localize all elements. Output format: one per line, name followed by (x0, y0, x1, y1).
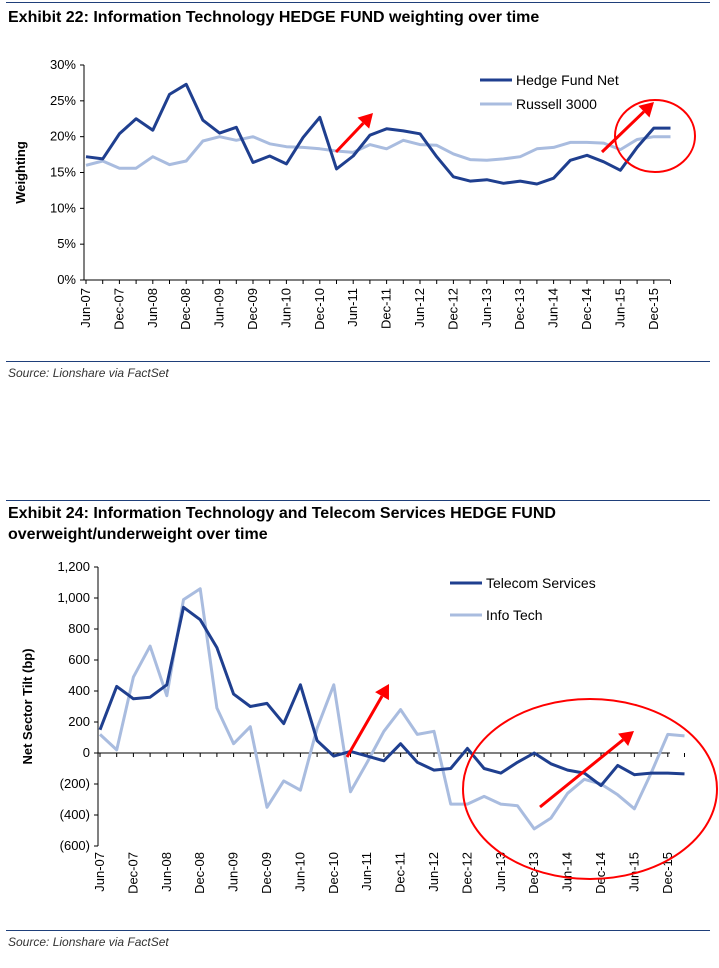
x-tick-label: Dec-13 (526, 852, 541, 894)
annotation-arrow (345, 695, 384, 758)
x-tick-label: Jun-09 (226, 852, 241, 892)
series-line-russell-3000 (85, 135, 671, 170)
x-tick-label: Dec-11 (393, 852, 408, 893)
series-line-info-tech (98, 587, 685, 831)
weighting-chart: 0% 5% 10% 15% 20% 25% 30% Jun-07 Dec-07 Jun-08 Dec… (13, 57, 696, 330)
y-tick-label: 20% (50, 129, 76, 144)
x-tick-label: Jun-09 (212, 288, 227, 328)
x-tick-label: Dec-10 (312, 288, 327, 330)
y-axis-title: Net Sector Tilt (bp) (20, 648, 35, 764)
y-tick-label: 5% (57, 236, 76, 251)
x-tick-label: Dec-08 (178, 288, 193, 330)
y-tick-label: (400) (60, 807, 90, 822)
x-tick-label: Jun-15 (626, 852, 641, 892)
x-tick-label: Dec-07 (125, 852, 140, 894)
y-tick-label: 25% (50, 93, 76, 108)
exhibit-24-title-line2: overweight/underweight over time (8, 526, 268, 543)
y-tick-label: 10% (50, 200, 76, 215)
source-rule (6, 930, 710, 931)
x-tick-label: Dec-09 (259, 852, 274, 894)
y-tick-label: 15% (50, 165, 76, 180)
x-tick-label: Jun-15 (612, 288, 627, 328)
series-line-telecom-services (98, 605, 685, 788)
legend-label: Russell 3000 (516, 96, 597, 112)
exhibit-24-source: Source: Lionshare via FactSet (8, 935, 169, 949)
x-tick-label: Jun-08 (145, 288, 160, 328)
y-tick-label: 400 (68, 683, 90, 698)
source-rule (6, 361, 710, 362)
annotation-arrow-head (357, 113, 373, 129)
x-tick-label: Dec-14 (593, 852, 608, 894)
top-rule (6, 500, 710, 501)
y-tick-label: 800 (68, 621, 90, 636)
y-tick-label: 30% (50, 57, 76, 72)
annotation-arrow (334, 122, 365, 154)
annotation-circle (614, 99, 696, 173)
x-tick-label: Dec-14 (579, 288, 594, 330)
x-tick-label: Jun-08 (159, 852, 174, 892)
annotation-circle (462, 698, 718, 880)
exhibit-22-title: Exhibit 22: Information Technology HEDGE… (8, 9, 540, 26)
annotation-arrow (600, 110, 645, 154)
annotation-arrow-head (638, 102, 654, 118)
x-tick-label: Jun-07 (78, 288, 93, 328)
y-tick-label: (200) (60, 776, 90, 791)
x-tick-label: Jun-12 (412, 288, 427, 328)
x-tick-label: Dec-12 (459, 852, 474, 894)
x-tick-label: Dec-08 (192, 852, 207, 894)
x-tick-label: Dec-09 (245, 288, 260, 330)
x-tick-label: Jun-10 (278, 288, 293, 328)
x-tick-label: Jun-13 (493, 852, 508, 892)
net-sector-tilt-chart: (600) (400) (200) 0 200 400 600 800 1,000 1,200 Ju… (20, 559, 718, 894)
annotation-arrow-head (618, 731, 634, 747)
exhibit-22: Exhibit 22: Information Technology HEDGE… (0, 0, 719, 385)
top-rule (6, 2, 710, 3)
exhibit-24: Exhibit 24: Information Technology and T… (0, 498, 719, 958)
x-tick-label: Dec-13 (512, 288, 527, 330)
exhibit-22-source: Source: Lionshare via FactSet (8, 366, 169, 380)
x-tick-label: Jun-07 (92, 852, 107, 892)
legend-label: Hedge Fund Net (516, 72, 619, 88)
y-tick-label: 0 (83, 745, 90, 760)
x-tick-label: Jun-14 (560, 852, 575, 892)
y-tick-label: 1,200 (57, 559, 90, 574)
exhibit-24-title-line1: Exhibit 24: Information Technology and T… (8, 505, 556, 522)
y-tick-label: (600) (60, 838, 90, 853)
annotation-arrow-head (375, 684, 389, 701)
y-tick-label: 1,000 (57, 590, 90, 605)
x-tick-label: Jun-11 (359, 852, 374, 891)
legend-label: Telecom Services (486, 575, 596, 591)
annotation-arrow (539, 738, 625, 809)
y-axis-title: Weighting (13, 141, 28, 204)
x-tick-label: Dec-15 (646, 288, 661, 330)
x-tick-label: Jun-14 (546, 288, 561, 328)
x-tick-label: Dec-10 (326, 852, 341, 894)
y-tick-label: 0% (57, 272, 76, 287)
series-line-hedge-fund-net (85, 82, 671, 186)
legend-label: Info Tech (486, 607, 543, 623)
x-tick-label: Dec-07 (111, 288, 126, 330)
y-tick-label: 200 (68, 714, 90, 729)
x-tick-label: Jun-12 (426, 852, 441, 892)
x-tick-label: Dec-12 (445, 288, 460, 330)
x-tick-label: Jun-11 (345, 288, 360, 327)
y-tick-label: 600 (68, 652, 90, 667)
x-tick-label: Jun-10 (292, 852, 307, 892)
x-tick-label: Jun-13 (479, 288, 494, 328)
x-tick-label: Dec-11 (379, 288, 394, 329)
